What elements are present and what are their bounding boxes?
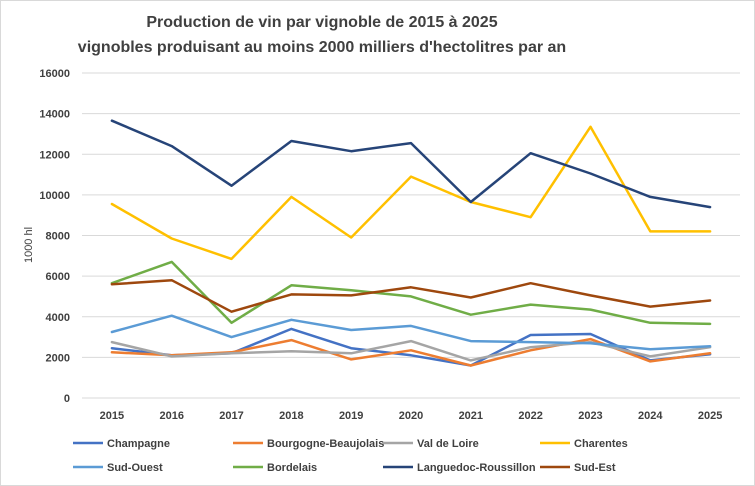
- x-tick-label: 2018: [279, 410, 303, 422]
- y-tick-label: 2000: [46, 352, 70, 364]
- chart-subtitle: vignobles produisant au moins 2000 milli…: [78, 39, 566, 56]
- y-tick-label: 4000: [46, 312, 70, 324]
- y-tick-label: 14000: [39, 109, 70, 121]
- x-tick-label: 2025: [698, 410, 722, 422]
- y-tick-label: 6000: [46, 271, 70, 283]
- series-line-languedoc-roussillon: [110, 119, 712, 209]
- y-tick-label: 0: [64, 393, 70, 405]
- x-tick-label: 2017: [219, 410, 243, 422]
- x-tick-label: 2021: [459, 410, 483, 422]
- x-tick-label: 2024: [638, 410, 663, 422]
- legend-label-champagne: Champagne: [107, 438, 170, 450]
- legend-label-charentes: Charentes: [574, 438, 628, 450]
- y-tick-label: 8000: [46, 231, 70, 243]
- legend-label-bourgogne-beaujolais: Bourgogne-Beaujolais: [267, 438, 384, 450]
- legend-label-sud-est: Sud-Est: [574, 462, 616, 474]
- x-tick-label: 2019: [339, 410, 363, 422]
- series-line-sud-ouest: [110, 314, 712, 351]
- legend-label-languedoc-roussillon: Languedoc-Roussillon: [417, 462, 536, 474]
- x-tick-label: 2022: [518, 410, 542, 422]
- x-tick-label: 2016: [159, 410, 183, 422]
- legend-label-bordelais: Bordelais: [267, 462, 317, 474]
- legend: Champagne Bourgogne-Beaujolais Val de Loir…: [73, 438, 628, 474]
- x-axis-ticks: 2015 2016 2017 2018 2019 2020 2021 2022 2023 2024…: [100, 410, 723, 422]
- legend-label-sud-ouest: Sud-Ouest: [107, 462, 163, 474]
- chart-title: Production de vin par vignoble de 2015 à…: [146, 14, 497, 31]
- y-axis-ticks: 0 2000 4000 6000 8000 10000 12000 14000 16000: [39, 68, 70, 405]
- y-tick-label: 16000: [39, 68, 70, 80]
- series-line-charentes: [110, 125, 712, 261]
- y-tick-label: 12000: [39, 149, 70, 161]
- x-tick-label: 2023: [578, 410, 602, 422]
- series-line-sud-est: [110, 278, 712, 313]
- y-axis-label: 1000 hl: [23, 227, 35, 263]
- x-tick-label: 2020: [399, 410, 423, 422]
- legend-label-val-de-loire: Val de Loire: [417, 438, 479, 450]
- x-tick-label: 2015: [100, 410, 124, 422]
- y-tick-label: 10000: [39, 190, 70, 202]
- series-line-val-de-loire: [110, 339, 712, 362]
- series-lines: [110, 119, 712, 367]
